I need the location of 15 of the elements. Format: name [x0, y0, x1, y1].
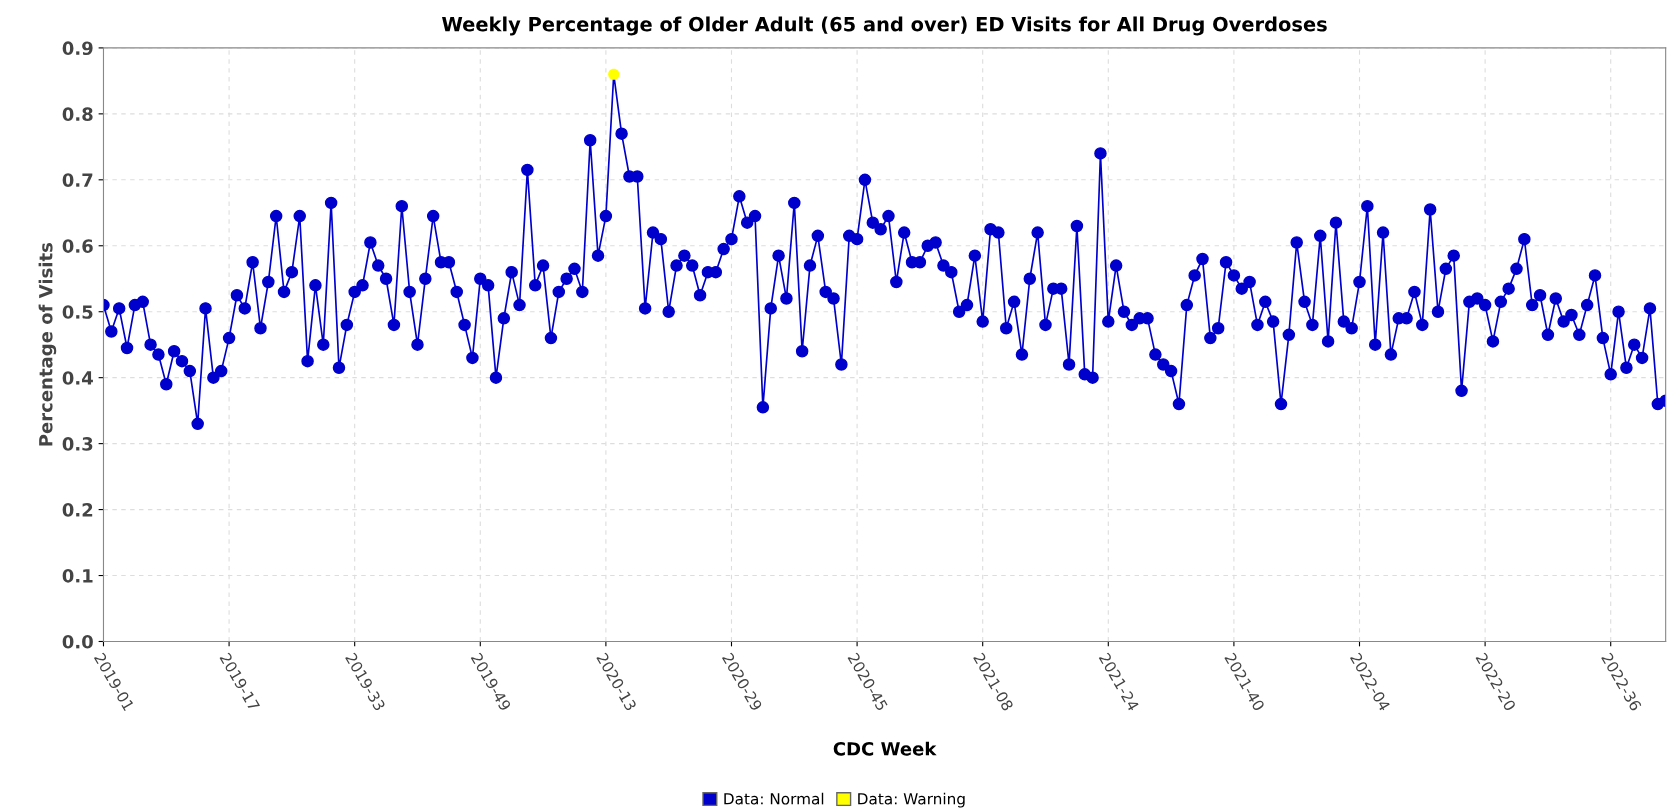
y-tick-label: 0.7: [62, 173, 93, 187]
legend-label: Data: Warning: [858, 792, 965, 808]
y-tick-label: 0.6: [62, 239, 93, 253]
y-tick-label: 0.5: [62, 305, 93, 319]
y-tick-label: 0.0: [62, 634, 93, 649]
legend-label: Data: Normal: [724, 792, 824, 805]
chart-title: Weekly Percentage of Older Adult (65 and over) ED Visits for All Drug Overdoses: [442, 16, 1327, 36]
y-tick-label: 0.8: [62, 107, 93, 121]
y-tick-label: 0.3: [62, 437, 93, 451]
y-axis-title: Percentage of Visits: [38, 242, 57, 446]
y-tick-label: 0.1: [62, 568, 93, 583]
y-tick-label: 0.9: [62, 41, 93, 56]
y-tick-label: 0.4: [62, 371, 93, 385]
x-axis-title: CDC Week: [833, 741, 937, 756]
y-tick-label: 0.2: [62, 503, 93, 517]
